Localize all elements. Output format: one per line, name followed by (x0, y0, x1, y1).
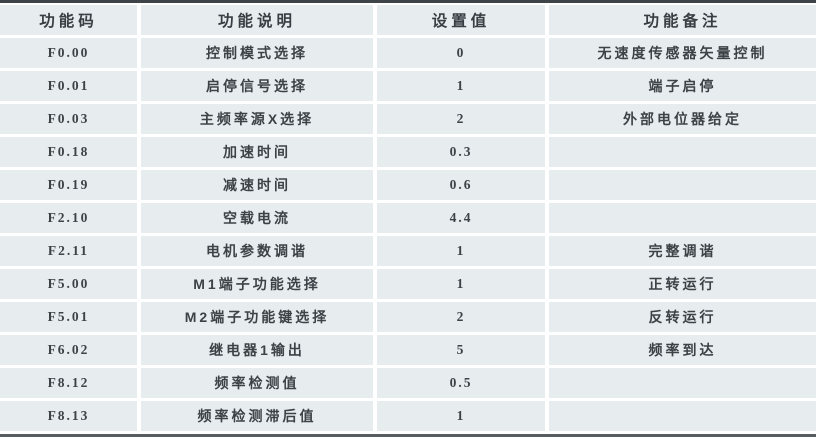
cell-function-code: F0.03 (0, 104, 137, 134)
cell-function-code: F0.18 (0, 137, 137, 167)
cell-function-description: 继电器1输出 (141, 335, 373, 365)
cell-function-remark (549, 203, 816, 233)
cell-function-code: F2.11 (0, 236, 137, 266)
cell-function-remark: 外部电位器给定 (549, 104, 816, 134)
cell-function-remark: 反转运行 (549, 302, 816, 332)
column-header-set-value: 设置值 (377, 5, 545, 35)
cell-set-value: 5 (377, 335, 545, 365)
table-top-border (0, 0, 816, 3)
cell-function-code: F8.13 (0, 401, 137, 431)
cell-set-value: 0.6 (377, 170, 545, 200)
cell-function-description: 空载电流 (141, 203, 373, 233)
cell-function-remark: 无速度传感器矢量控制 (549, 38, 816, 68)
cell-function-description: 加速时间 (141, 137, 373, 167)
cell-set-value: 1 (377, 269, 545, 299)
cell-function-remark: 完整调谐 (549, 236, 816, 266)
cell-function-code: F5.01 (0, 302, 137, 332)
cell-set-value: 1 (377, 71, 545, 101)
cell-set-value: 2 (377, 104, 545, 134)
column-header-function-remark: 功能备注 (549, 5, 816, 35)
cell-set-value: 4.4 (377, 203, 545, 233)
cell-function-remark (549, 401, 816, 431)
cell-function-description: 减速时间 (141, 170, 373, 200)
cell-function-description: 控制模式选择 (141, 38, 373, 68)
cell-function-code: F8.12 (0, 368, 137, 398)
cell-function-remark (549, 137, 816, 167)
column-header-function-description: 功能说明 (141, 5, 373, 35)
cell-function-description: 电机参数调谐 (141, 236, 373, 266)
cell-function-description: 频率检测值 (141, 368, 373, 398)
cell-function-remark (549, 170, 816, 200)
cell-function-remark: 端子启停 (549, 71, 816, 101)
cell-set-value: 1 (377, 401, 545, 431)
cell-function-description: M1端子功能选择 (141, 269, 373, 299)
cell-function-code: F0.19 (0, 170, 137, 200)
cell-set-value: 0 (377, 38, 545, 68)
cell-function-description: 主频率源X选择 (141, 104, 373, 134)
column-header-function-code: 功能码 (0, 5, 137, 35)
cell-function-remark (549, 368, 816, 398)
cell-set-value: 1 (377, 236, 545, 266)
cell-set-value: 0.5 (377, 368, 545, 398)
cell-function-code: F5.00 (0, 269, 137, 299)
cell-function-description: M2端子功能键选择 (141, 302, 373, 332)
cell-function-code: F0.00 (0, 38, 137, 68)
cell-set-value: 0.3 (377, 137, 545, 167)
cell-function-code: F0.01 (0, 71, 137, 101)
cell-function-code: F2.10 (0, 203, 137, 233)
cell-set-value: 2 (377, 302, 545, 332)
table-bottom-border (0, 434, 816, 437)
cell-function-remark: 正转运行 (549, 269, 816, 299)
cell-function-code: F6.02 (0, 335, 137, 365)
cell-function-remark: 频率到达 (549, 335, 816, 365)
cell-function-description: 频率检测滞后值 (141, 401, 373, 431)
cell-function-description: 启停信号选择 (141, 71, 373, 101)
function-code-table: 功能码 功能说明 设置值 功能备注 F0.00 控制模式选择 0 无速度传感器矢量控制… (0, 3, 816, 434)
